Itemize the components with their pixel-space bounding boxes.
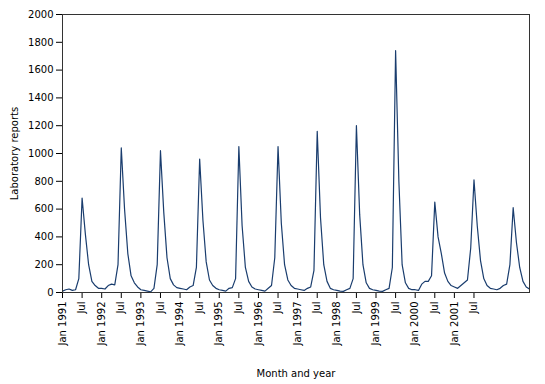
svg-text:Month and year: Month and year — [257, 368, 337, 379]
svg-text:Jul: Jul — [390, 302, 401, 315]
svg-text:Jul: Jul — [115, 302, 126, 315]
svg-text:1200: 1200 — [28, 120, 53, 131]
svg-text:2000: 2000 — [28, 9, 53, 20]
svg-text:1600: 1600 — [28, 64, 53, 75]
svg-text:0: 0 — [47, 287, 53, 298]
svg-text:400: 400 — [34, 231, 53, 242]
svg-text:Jan 1998: Jan 1998 — [331, 302, 342, 347]
svg-text:Jul: Jul — [194, 302, 205, 315]
svg-text:Jul: Jul — [311, 302, 322, 315]
svg-text:800: 800 — [34, 176, 53, 187]
svg-text:Laboratory reports: Laboratory reports — [9, 107, 20, 200]
svg-text:Jul: Jul — [272, 302, 283, 315]
svg-text:Jul: Jul — [76, 302, 87, 315]
svg-text:Jan 1991: Jan 1991 — [57, 302, 68, 347]
svg-text:Jan 1999: Jan 1999 — [370, 302, 381, 347]
svg-text:Jan 1992: Jan 1992 — [96, 302, 107, 347]
svg-text:Jan 1994: Jan 1994 — [174, 302, 185, 347]
svg-text:Jul: Jul — [429, 302, 440, 315]
svg-text:Jul: Jul — [233, 302, 244, 315]
svg-text:Jan 1995: Jan 1995 — [213, 302, 224, 347]
svg-text:Jul: Jul — [155, 302, 166, 315]
svg-text:Jan 1993: Jan 1993 — [135, 302, 146, 347]
svg-text:Jul: Jul — [468, 302, 479, 315]
svg-text:1000: 1000 — [28, 148, 53, 159]
svg-text:1800: 1800 — [28, 37, 53, 48]
svg-text:1400: 1400 — [28, 92, 53, 103]
svg-text:Jul: Jul — [351, 302, 362, 315]
svg-text:Jan 2001: Jan 2001 — [449, 302, 460, 347]
svg-text:Jan 1996: Jan 1996 — [253, 302, 264, 347]
svg-text:200: 200 — [34, 259, 53, 270]
svg-text:Jan 1997: Jan 1997 — [292, 302, 303, 347]
svg-text:Jan 2000: Jan 2000 — [409, 302, 420, 347]
svg-text:600: 600 — [34, 203, 53, 214]
